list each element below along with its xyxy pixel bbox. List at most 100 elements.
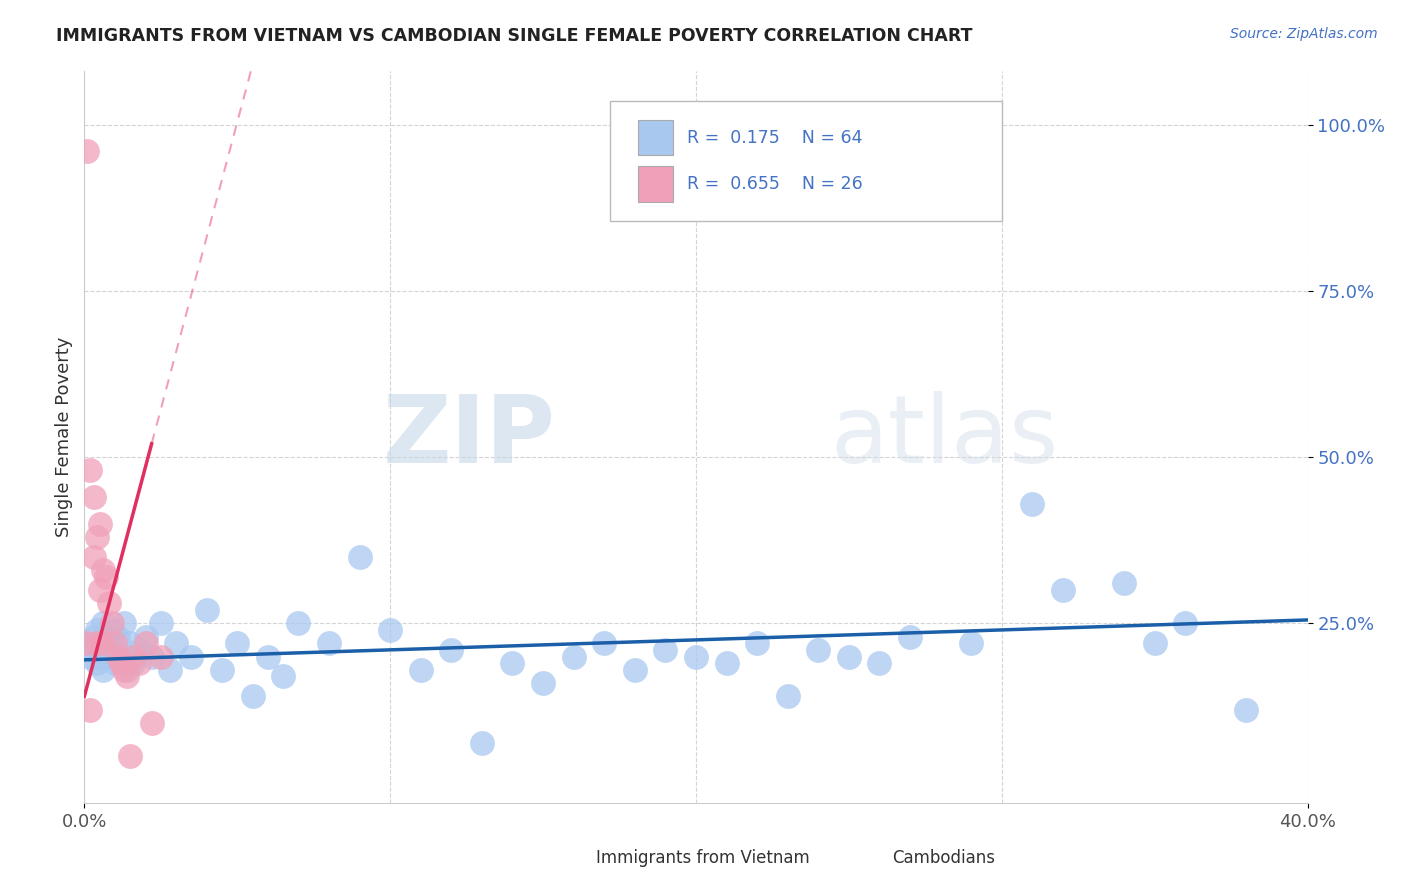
Point	[76, 636, 98, 650]
Point	[97, 596, 120, 610]
Point	[86, 656, 108, 670]
Point	[97, 636, 120, 650]
Point	[110, 656, 132, 670]
Point	[716, 656, 738, 670]
FancyBboxPatch shape	[610, 101, 1002, 221]
Point	[562, 649, 585, 664]
Point	[380, 623, 402, 637]
Point	[180, 649, 202, 664]
Point	[86, 636, 108, 650]
Point	[91, 663, 114, 677]
Text: Cambodians: Cambodians	[891, 849, 994, 867]
Point	[94, 630, 117, 644]
Point	[226, 636, 249, 650]
Point	[128, 643, 150, 657]
Point	[94, 570, 117, 584]
Point	[1021, 497, 1043, 511]
Point	[685, 649, 707, 664]
Point	[195, 603, 218, 617]
Point	[76, 144, 98, 158]
Point	[135, 630, 157, 644]
Point	[122, 649, 145, 664]
Point	[409, 663, 432, 677]
Point	[271, 669, 294, 683]
Point	[91, 563, 114, 577]
Text: R =  0.655    N = 26: R = 0.655 N = 26	[688, 175, 863, 193]
Point	[531, 676, 554, 690]
Point	[86, 530, 108, 544]
Point	[776, 690, 799, 704]
Text: IMMIGRANTS FROM VIETNAM VS CAMBODIAN SINGLE FEMALE POVERTY CORRELATION CHART: IMMIGRANTS FROM VIETNAM VS CAMBODIAN SIN…	[56, 27, 973, 45]
Point	[83, 490, 105, 504]
Point	[898, 630, 921, 644]
Point	[94, 643, 117, 657]
Point	[83, 630, 105, 644]
Point	[86, 623, 108, 637]
Point	[112, 663, 135, 677]
Point	[838, 649, 860, 664]
Point	[471, 736, 494, 750]
Bar	[849, 843, 880, 874]
Point	[1143, 636, 1166, 650]
Bar	[638, 167, 672, 202]
Point	[593, 636, 616, 650]
Text: ZIP: ZIP	[382, 391, 555, 483]
Text: R =  0.175    N = 64: R = 0.175 N = 64	[688, 129, 863, 147]
Point	[654, 643, 676, 657]
Point	[104, 656, 127, 670]
Point	[89, 516, 111, 531]
Bar	[638, 120, 672, 155]
Point	[79, 649, 101, 664]
Point	[91, 636, 114, 650]
Point	[149, 616, 172, 631]
Point	[89, 649, 111, 664]
Point	[211, 663, 233, 677]
Point	[128, 656, 150, 670]
Point	[869, 656, 891, 670]
Point	[1114, 576, 1136, 591]
Point	[83, 549, 105, 564]
Point	[115, 669, 138, 683]
Text: Immigrants from Vietnam: Immigrants from Vietnam	[596, 849, 810, 867]
Point	[349, 549, 371, 564]
Bar	[555, 843, 588, 874]
Point	[807, 643, 830, 657]
Y-axis label: Single Female Poverty: Single Female Poverty	[55, 337, 73, 537]
Point	[1174, 616, 1197, 631]
Point	[112, 616, 135, 631]
Point	[502, 656, 524, 670]
Point	[159, 663, 181, 677]
Point	[257, 649, 280, 664]
Point	[242, 690, 264, 704]
Point	[89, 636, 111, 650]
Point	[104, 643, 127, 657]
Point	[165, 636, 187, 650]
Text: atlas: atlas	[831, 391, 1059, 483]
Point	[122, 656, 145, 670]
Point	[110, 649, 132, 664]
Point	[101, 616, 124, 631]
Point	[1236, 703, 1258, 717]
Point	[135, 636, 157, 650]
Point	[747, 636, 769, 650]
Point	[76, 636, 98, 650]
Point	[149, 649, 172, 664]
Text: Source: ZipAtlas.com: Source: ZipAtlas.com	[1230, 27, 1378, 41]
Point	[120, 749, 142, 764]
Point	[141, 716, 163, 731]
Point	[287, 616, 309, 631]
Point	[79, 703, 101, 717]
Point	[97, 649, 120, 664]
Point	[960, 636, 983, 650]
Point	[115, 663, 138, 677]
Point	[83, 643, 105, 657]
Point	[107, 630, 129, 644]
Point	[79, 463, 101, 477]
Point	[101, 623, 124, 637]
Point	[120, 636, 142, 650]
Point	[104, 636, 127, 650]
Point	[1052, 582, 1074, 597]
Point	[318, 636, 340, 650]
Point	[624, 663, 647, 677]
Point	[107, 649, 129, 664]
